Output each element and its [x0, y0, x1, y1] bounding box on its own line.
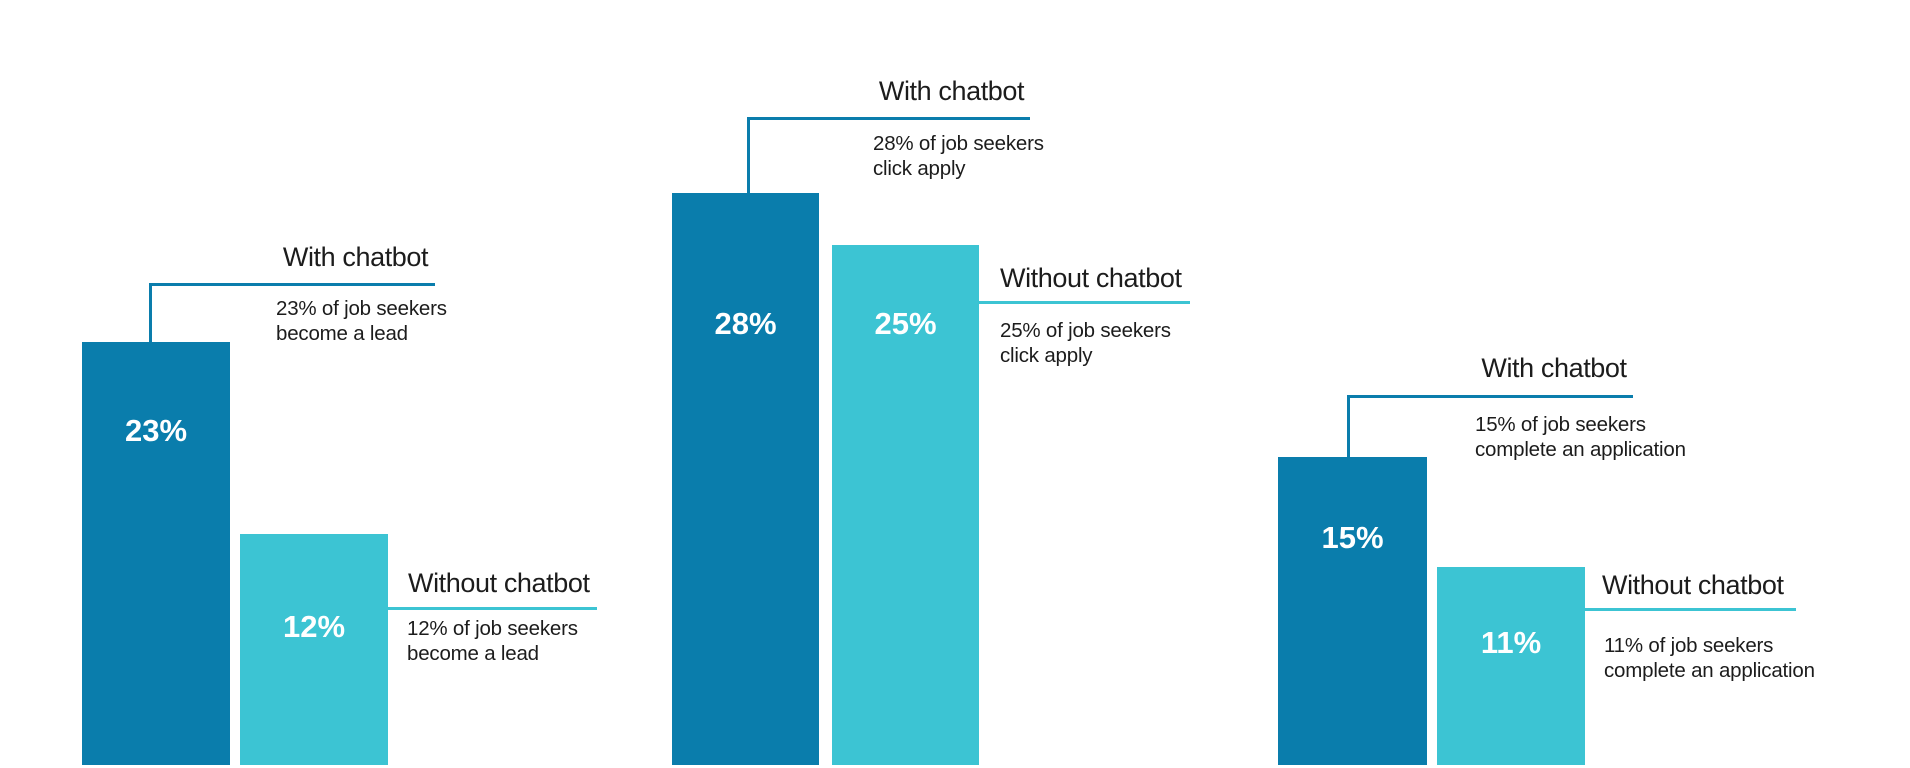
without-chatbot-heading: Without chatbot	[1602, 570, 1784, 600]
without-chatbot-description: 25% of job seekers click apply	[1000, 318, 1171, 368]
description-line-1: 23% of job seekers	[276, 297, 447, 320]
description-line-1: 28% of job seekers	[873, 132, 1044, 155]
without-chatbot-heading: Without chatbot	[408, 568, 590, 598]
bar-with-chatbot: 28%	[672, 193, 819, 765]
with-chatbot-heading: With chatbot	[282, 242, 429, 272]
bar-value-label: 12%	[282, 609, 346, 644]
without-chatbot-description: 11% of job seekers complete an applicati…	[1604, 633, 1815, 683]
bar-without-chatbot: 12%	[240, 534, 388, 765]
bar-value-label: 11%	[1480, 625, 1542, 660]
description-line-2: click apply	[1000, 344, 1093, 367]
description-line-1: 15% of job seekers	[1475, 413, 1646, 436]
bar-value-label: 15%	[1321, 520, 1384, 555]
description-line-2: click apply	[873, 157, 966, 180]
bar-value-label: 23%	[124, 413, 188, 448]
description-line-1: 11% of job seekers	[1604, 634, 1774, 657]
with-chatbot-heading: With chatbot	[1481, 353, 1627, 383]
without-chatbot-underline	[1585, 608, 1796, 611]
with-chatbot-description: 15% of job seekers complete an applicati…	[1475, 412, 1686, 462]
without-chatbot-underline	[388, 607, 597, 610]
bar-without-chatbot: 25%	[832, 245, 979, 765]
with-chatbot-connector-vertical-line	[1347, 395, 1350, 458]
with-chatbot-connector-vertical-line	[149, 283, 152, 343]
bar-value-label: 25%	[874, 306, 937, 341]
description-line-1: 25% of job seekers	[1000, 319, 1171, 342]
without-chatbot-heading: Without chatbot	[1000, 263, 1182, 293]
with-chatbot-connector-horizontal-line	[149, 283, 435, 286]
without-chatbot-underline	[979, 301, 1190, 304]
without-chatbot-description: 12% of job seekers become a lead	[407, 616, 578, 666]
bar-with-chatbot: 23%	[82, 342, 230, 765]
with-chatbot-connector-vertical-line	[747, 117, 750, 194]
description-line-2: become a lead	[276, 322, 408, 345]
with-chatbot-connector-horizontal-line	[747, 117, 1030, 120]
bar-with-chatbot: 15%	[1278, 457, 1427, 765]
description-line-2: complete an application	[1475, 438, 1686, 461]
with-chatbot-heading: With chatbot	[878, 76, 1025, 106]
bar-value-label: 28%	[714, 306, 777, 341]
description-line-2: become a lead	[407, 642, 539, 665]
with-chatbot-connector-horizontal-line	[1347, 395, 1633, 398]
with-chatbot-description: 28% of job seekers click apply	[873, 131, 1044, 181]
with-chatbot-description: 23% of job seekers become a lead	[276, 296, 447, 346]
bar-without-chatbot: 11%	[1437, 567, 1585, 765]
description-line-2: complete an application	[1604, 659, 1815, 682]
description-line-1: 12% of job seekers	[407, 617, 578, 640]
